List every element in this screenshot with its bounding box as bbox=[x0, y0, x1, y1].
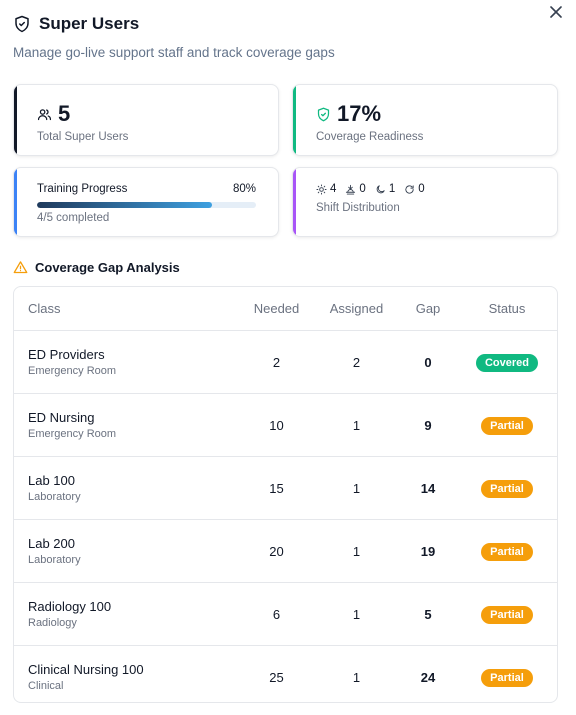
row-gap: 24 bbox=[420, 669, 436, 685]
card-accent-bar bbox=[14, 168, 17, 236]
shift-distribution-label: Shift Distribution bbox=[316, 202, 400, 214]
training-progress-label: Training Progress bbox=[37, 183, 128, 195]
rotate-icon bbox=[405, 184, 414, 194]
col-assigned: Assigned bbox=[329, 301, 384, 316]
col-needed: Needed bbox=[253, 301, 300, 316]
card-accent-bar bbox=[293, 168, 296, 236]
row-assigned: 1 bbox=[352, 543, 361, 559]
row-department: Emergency Room bbox=[28, 365, 117, 377]
page-subtitle: Manage go-live support staff and track c… bbox=[13, 45, 335, 60]
status-badge: Partial bbox=[481, 416, 533, 435]
status-badge: Partial bbox=[481, 605, 533, 624]
shift-night: 1 bbox=[375, 183, 395, 195]
status-badge: Partial bbox=[481, 668, 533, 687]
status-badge: Covered bbox=[475, 353, 539, 372]
row-department: Radiology bbox=[28, 617, 77, 629]
row-needed: 20 bbox=[269, 543, 284, 559]
row-assigned: 1 bbox=[352, 606, 361, 622]
col-gap: Gap bbox=[415, 301, 441, 316]
col-class: Class bbox=[28, 301, 61, 316]
total-super-users-card: 5 Total Super Users bbox=[13, 84, 279, 156]
table-row: Radiology 100 Radiology 6 1 5 Partial bbox=[14, 583, 557, 646]
coverage-gap-table: Class Needed Assigned Gap Status ED Prov… bbox=[13, 286, 558, 703]
training-progress-fill bbox=[37, 202, 213, 208]
close-button[interactable] bbox=[548, 4, 564, 20]
total-users-value: 5 bbox=[58, 101, 71, 126]
warning-triangle-icon bbox=[13, 261, 28, 274]
table-row: Lab 200 Laboratory 20 1 19 Partial bbox=[14, 520, 557, 583]
row-department: Emergency Room bbox=[28, 428, 117, 440]
row-needed: 10 bbox=[269, 417, 284, 433]
shift-night-count: 1 bbox=[388, 183, 396, 195]
row-assigned: 1 bbox=[352, 669, 361, 685]
row-department: Clinical bbox=[28, 680, 64, 692]
shift-swing-count: 0 bbox=[359, 183, 366, 195]
stats-cards: 5 Total Super Users 17% Coverage Readine… bbox=[13, 84, 558, 237]
sunset-icon bbox=[346, 184, 356, 195]
row-needed: 6 bbox=[272, 606, 281, 622]
shift-day: 4 bbox=[316, 183, 336, 195]
training-progress-card: Training Progress 80% 4/5 completed bbox=[13, 167, 279, 237]
row-class-name: ED Providers bbox=[28, 347, 105, 362]
coverage-value: 17% bbox=[337, 101, 382, 126]
card-accent-bar bbox=[293, 85, 296, 155]
row-needed: 25 bbox=[269, 669, 284, 685]
shift-rotating-count: 0 bbox=[418, 183, 425, 195]
table-row: Clinical Nursing 100 Clinical 25 1 24 Par… bbox=[14, 646, 557, 702]
shift-counts: 4 0 1 0 bbox=[316, 183, 425, 195]
page-title: Super Users bbox=[39, 14, 140, 33]
row-gap: 14 bbox=[420, 480, 436, 496]
table-header: Class Needed Assigned Gap Status bbox=[14, 287, 557, 331]
coverage-readiness-card: 17% Coverage Readiness bbox=[292, 84, 558, 156]
row-class-name: Clinical Nursing 100 bbox=[28, 662, 144, 677]
row-needed: 2 bbox=[272, 354, 281, 370]
training-completed-text: 4/5 completed bbox=[37, 212, 110, 224]
training-progress-percent: 80% bbox=[232, 183, 256, 195]
row-class-name: Radiology 100 bbox=[28, 599, 112, 614]
row-assigned: 2 bbox=[352, 354, 361, 370]
shift-day-count: 4 bbox=[330, 183, 337, 195]
close-icon bbox=[550, 6, 562, 18]
shift-distribution-card: 4 0 1 0 Shift Distribution bbox=[292, 167, 558, 237]
table-row: ED Nursing Emergency Room 10 1 9 Partial bbox=[14, 394, 557, 457]
row-class-name: Lab 100 bbox=[28, 473, 75, 488]
training-progress-bar bbox=[37, 202, 256, 208]
shield-icon bbox=[15, 15, 29, 33]
row-needed: 15 bbox=[269, 480, 284, 496]
row-gap: 0 bbox=[424, 354, 432, 370]
status-badge: Partial bbox=[481, 542, 533, 561]
row-department: Laboratory bbox=[28, 554, 81, 566]
total-users-label: Total Super Users bbox=[37, 131, 129, 143]
row-department: Laboratory bbox=[28, 491, 81, 503]
shift-swing: 0 bbox=[345, 183, 366, 195]
status-badge: Partial bbox=[481, 479, 533, 498]
row-class-name: ED Nursing bbox=[28, 410, 95, 425]
row-assigned: 1 bbox=[352, 417, 361, 433]
table-row: ED Providers Emergency Room 2 2 0 Covered bbox=[14, 331, 557, 394]
col-status: Status bbox=[488, 301, 526, 316]
table-row: Lab 100 Laboratory 15 1 14 Partial bbox=[14, 457, 557, 520]
moon-icon bbox=[376, 184, 385, 193]
row-gap: 19 bbox=[420, 543, 436, 559]
users-icon bbox=[37, 108, 52, 120]
coverage-label: Coverage Readiness bbox=[316, 131, 424, 143]
row-class-name: Lab 200 bbox=[28, 536, 75, 551]
card-accent-bar bbox=[14, 85, 17, 155]
row-gap: 9 bbox=[424, 417, 432, 433]
title-row: Super Users bbox=[13, 12, 563, 36]
shift-rotating: 0 bbox=[404, 183, 425, 195]
gap-analysis-heading: Coverage Gap Analysis bbox=[13, 260, 180, 275]
panel-header: Super Users Manage go-live support staff… bbox=[13, 12, 563, 60]
sun-icon bbox=[316, 183, 327, 195]
gap-analysis-title: Coverage Gap Analysis bbox=[35, 260, 180, 275]
row-assigned: 1 bbox=[352, 480, 361, 496]
shield-check-icon bbox=[317, 107, 330, 121]
row-gap: 5 bbox=[424, 606, 432, 622]
